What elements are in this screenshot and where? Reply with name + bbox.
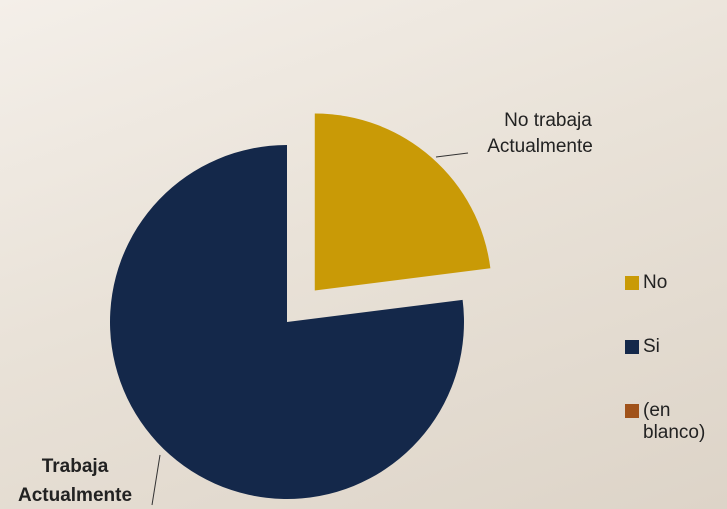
legend-item: (en blanco): [625, 400, 727, 464]
data-label: No trabaja: [504, 110, 592, 131]
legend-swatch: [625, 340, 639, 354]
leader-line: [151, 454, 161, 506]
legend-swatch: [625, 404, 639, 418]
leader-line: [435, 152, 469, 158]
legend-item: Si: [625, 336, 727, 400]
data-label: Actualmente: [487, 136, 593, 157]
legend: No Si (en blanco): [625, 272, 727, 464]
legend-label: Si: [643, 336, 660, 357]
pie-slice: [109, 145, 464, 499]
legend-item: No: [625, 272, 727, 336]
data-label: Trabaja: [42, 456, 109, 477]
data-label: Actualmente: [18, 485, 132, 506]
legend-label: No: [643, 272, 668, 293]
legend-label: (en blanco): [643, 400, 706, 443]
legend-swatch: [625, 276, 639, 290]
pie-slice: [314, 113, 491, 291]
